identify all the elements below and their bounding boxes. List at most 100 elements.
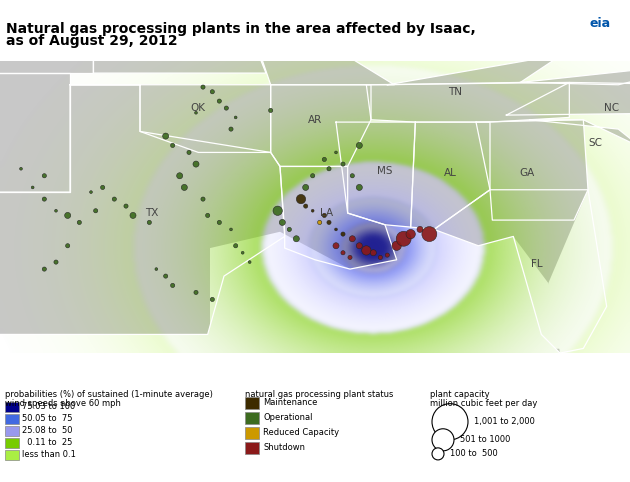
- Circle shape: [112, 197, 117, 201]
- Polygon shape: [507, 82, 630, 115]
- Circle shape: [406, 229, 415, 239]
- Circle shape: [302, 185, 309, 190]
- Circle shape: [432, 429, 454, 451]
- Circle shape: [32, 186, 34, 189]
- Circle shape: [294, 236, 299, 242]
- Polygon shape: [93, 3, 266, 73]
- Bar: [5, 450, 19, 460]
- Circle shape: [322, 157, 326, 161]
- Bar: [245, 427, 259, 439]
- Text: OK: OK: [191, 103, 206, 113]
- Circle shape: [311, 209, 314, 212]
- Circle shape: [205, 214, 210, 217]
- Text: AL: AL: [444, 168, 457, 178]
- Circle shape: [124, 204, 128, 208]
- Polygon shape: [271, 85, 371, 166]
- Circle shape: [234, 116, 237, 119]
- Text: 0.11 to  25: 0.11 to 25: [22, 438, 72, 447]
- Circle shape: [201, 197, 205, 201]
- Circle shape: [279, 219, 285, 226]
- Polygon shape: [366, 82, 570, 122]
- Bar: [245, 442, 259, 454]
- Circle shape: [241, 251, 244, 254]
- Text: less than 0.1: less than 0.1: [22, 450, 76, 459]
- Text: as of August 29, 2012: as of August 29, 2012: [6, 34, 178, 48]
- Circle shape: [229, 228, 232, 231]
- Circle shape: [304, 204, 308, 208]
- Circle shape: [66, 244, 70, 248]
- Text: TN: TN: [448, 87, 462, 97]
- Circle shape: [341, 232, 345, 236]
- Text: NC: NC: [604, 103, 619, 113]
- Circle shape: [229, 127, 233, 131]
- Text: wind speeds above 60 mph: wind speeds above 60 mph: [5, 399, 121, 408]
- Circle shape: [201, 85, 205, 89]
- Circle shape: [224, 106, 229, 110]
- Circle shape: [210, 90, 214, 94]
- Polygon shape: [520, 61, 630, 85]
- Circle shape: [322, 214, 326, 217]
- Circle shape: [181, 185, 187, 190]
- Circle shape: [195, 111, 197, 114]
- Circle shape: [341, 162, 345, 166]
- Polygon shape: [280, 166, 397, 269]
- Text: Operational: Operational: [263, 413, 312, 422]
- Polygon shape: [0, 73, 70, 206]
- Circle shape: [392, 241, 401, 251]
- Text: AR: AR: [308, 115, 322, 125]
- Circle shape: [42, 267, 47, 271]
- Bar: [5, 426, 19, 436]
- Circle shape: [327, 220, 331, 225]
- Text: 100 to  500: 100 to 500: [450, 449, 498, 458]
- Circle shape: [268, 108, 273, 112]
- Circle shape: [217, 220, 221, 225]
- Circle shape: [94, 209, 98, 213]
- Polygon shape: [0, 0, 93, 73]
- Text: 1,001 to 2,000: 1,001 to 2,000: [474, 417, 535, 426]
- Circle shape: [193, 161, 199, 167]
- Circle shape: [55, 209, 57, 212]
- Circle shape: [335, 228, 338, 231]
- Circle shape: [171, 143, 175, 147]
- Text: LA: LA: [320, 208, 333, 218]
- Circle shape: [327, 167, 331, 171]
- Polygon shape: [411, 122, 490, 229]
- Text: 75.03 to 100: 75.03 to 100: [22, 402, 75, 411]
- Text: plant capacity: plant capacity: [430, 389, 490, 399]
- Text: Shutdown: Shutdown: [263, 443, 305, 453]
- Circle shape: [101, 185, 105, 189]
- Text: SC: SC: [588, 138, 602, 148]
- Text: eia: eia: [590, 17, 611, 30]
- Circle shape: [348, 255, 352, 259]
- Circle shape: [357, 243, 362, 249]
- Polygon shape: [0, 85, 285, 335]
- Text: TX: TX: [145, 208, 158, 218]
- Circle shape: [422, 227, 437, 241]
- Circle shape: [210, 297, 214, 302]
- Circle shape: [432, 404, 468, 440]
- Circle shape: [217, 99, 221, 103]
- Text: 25.08 to  50: 25.08 to 50: [22, 426, 72, 435]
- Circle shape: [171, 283, 175, 288]
- Circle shape: [20, 167, 23, 170]
- Circle shape: [396, 231, 411, 246]
- Polygon shape: [434, 190, 607, 353]
- Circle shape: [318, 220, 322, 225]
- Polygon shape: [387, 54, 563, 85]
- Circle shape: [77, 220, 81, 225]
- Text: probabilities (%) of sustained (1-minute average): probabilities (%) of sustained (1-minute…: [5, 389, 213, 399]
- Bar: [245, 397, 259, 409]
- Circle shape: [194, 290, 198, 295]
- Circle shape: [335, 151, 338, 154]
- Circle shape: [341, 251, 345, 255]
- Circle shape: [176, 173, 183, 179]
- Circle shape: [311, 174, 315, 178]
- Text: 50.05 to  75: 50.05 to 75: [22, 414, 72, 423]
- Circle shape: [42, 174, 47, 178]
- Text: Natural gas processing plants in the area affected by Isaac,: Natural gas processing plants in the are…: [6, 22, 476, 36]
- Circle shape: [130, 213, 136, 218]
- Bar: [5, 414, 19, 424]
- Circle shape: [187, 150, 191, 155]
- Circle shape: [287, 228, 292, 231]
- Circle shape: [357, 185, 362, 190]
